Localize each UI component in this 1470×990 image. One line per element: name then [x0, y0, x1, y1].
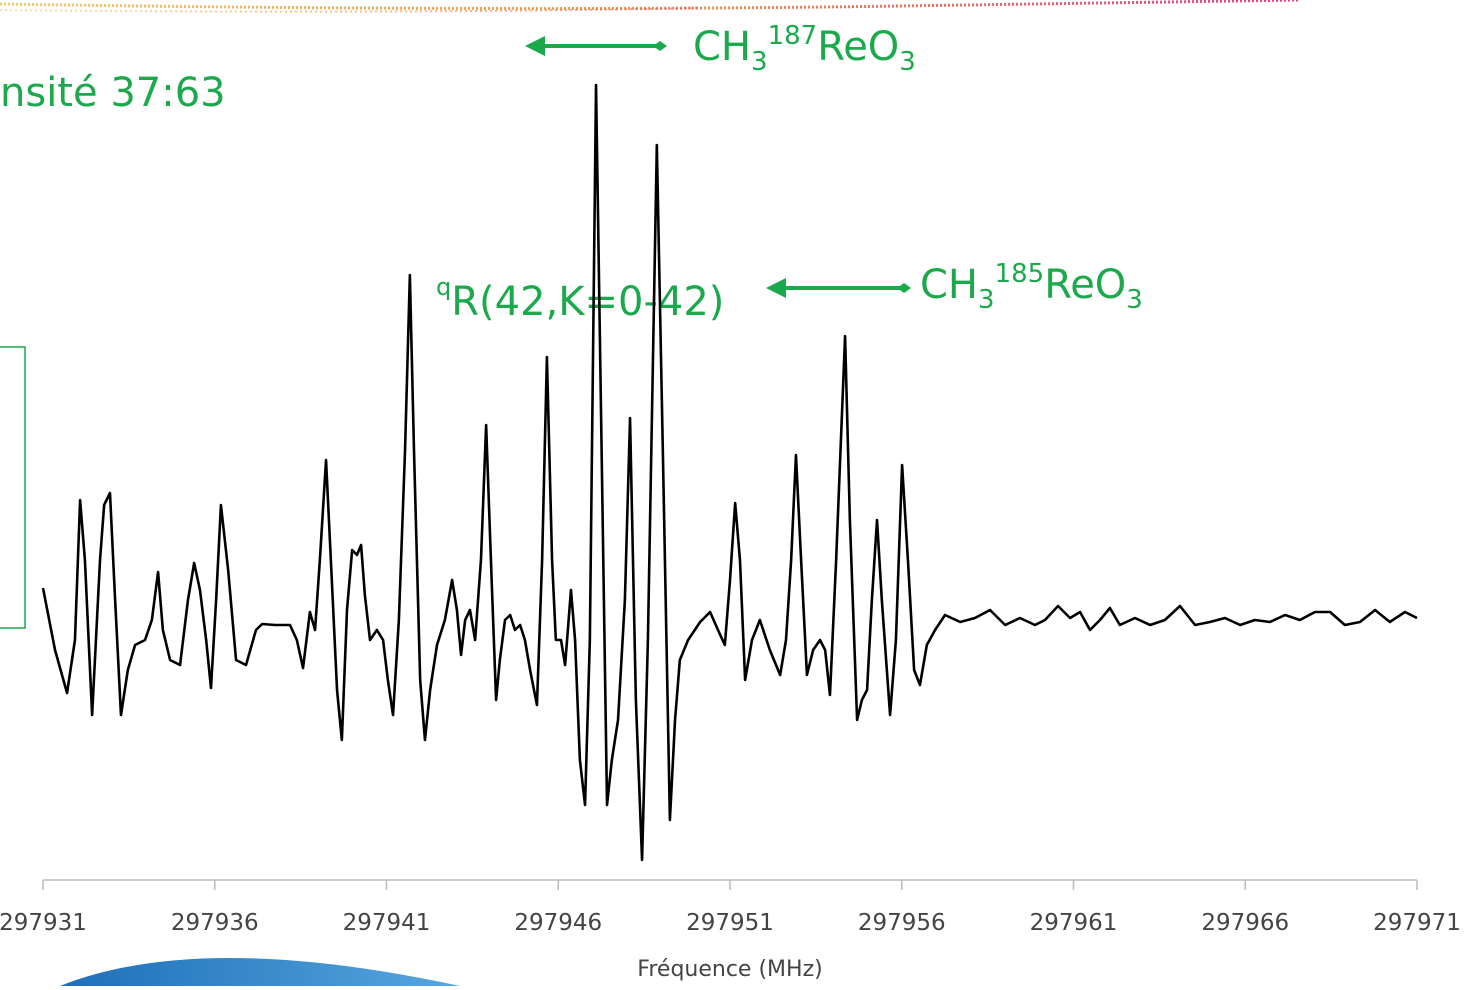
label-part: 3	[899, 47, 916, 77]
decor-wave	[0, 0, 1301, 11]
x-tick-label: 297941	[343, 910, 431, 936]
label-part: ReO	[817, 24, 899, 70]
plot-area: 297931 297936 297941 297946 297951 297956 2979…	[0, 83, 1461, 936]
label-part: ReO	[1044, 262, 1126, 308]
label-part: CH	[920, 262, 978, 308]
decor-wave	[0, 7, 701, 13]
x-tick-label: 297951	[686, 910, 774, 936]
arrow	[525, 36, 667, 56]
isotopologue-label: CH3187ReO3	[693, 21, 916, 77]
label-part: 187	[768, 21, 818, 51]
x-tick-label: 297936	[171, 910, 259, 936]
decor-swoosh	[60, 958, 460, 986]
ratio-label: nsité 37:63	[0, 70, 226, 116]
x-tick-label: 297931	[0, 910, 87, 936]
spectrum-line	[41, 83, 1418, 862]
label-part: 3	[1126, 285, 1143, 315]
label-part: q	[436, 273, 451, 301]
label-part: R(42,K=0-42)	[451, 279, 724, 325]
x-tick-label: 297946	[514, 910, 602, 936]
x-tick-label: 297961	[1030, 910, 1118, 936]
label-part: 3	[751, 47, 768, 77]
x-tick-label: 297966	[1201, 910, 1289, 936]
transition-label: qR(42,K=0-42)	[436, 273, 724, 325]
x-tick-label: 297956	[858, 910, 946, 936]
label-part: CH	[693, 24, 751, 70]
x-tick-label: 297971	[1373, 910, 1461, 936]
arrow	[766, 278, 911, 298]
isotopologue-label: CH3185ReO3	[920, 259, 1143, 315]
label-part: 3	[978, 285, 995, 315]
frame-box	[0, 346, 26, 629]
label-part: 185	[995, 259, 1045, 289]
x-axis-title: Fréquence (MHz)	[637, 957, 822, 982]
